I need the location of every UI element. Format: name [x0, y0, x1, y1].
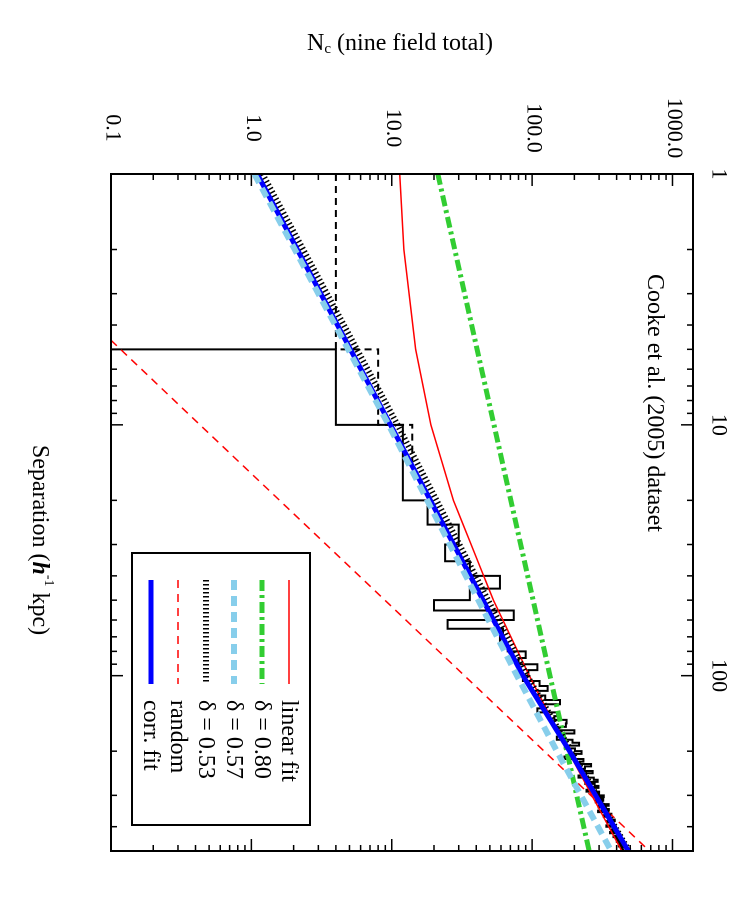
series-line--0-80 [435, 174, 592, 851]
series-line-random [111, 339, 650, 851]
series-line--0-57 [251, 174, 614, 851]
legend-label: δ = 0.80 [249, 700, 275, 779]
y-axis-title: Nc (nine field total) [307, 30, 493, 57]
legend-label: δ = 0.57 [221, 700, 247, 779]
plot-marks [111, 174, 650, 851]
legend-item: δ = 0.57 [221, 580, 247, 779]
legend-item: random [165, 580, 191, 774]
x-axis-title: Separation (h-1 kpc) [27, 445, 57, 635]
y-tick-label: 0.1 [102, 114, 127, 142]
x-axis-title-post: kpc) [27, 587, 53, 636]
x-tick-label: 10 [708, 414, 733, 436]
legend-box [131, 552, 311, 826]
x-axis-title-sup: -1 [42, 575, 57, 587]
legend-label: linear fit [276, 700, 302, 782]
x-tick-label: 100 [708, 659, 733, 692]
y-tick-label: 100.0 [523, 103, 548, 153]
legend-item: linear fit [276, 580, 302, 782]
axis-tick-labels: 1 10 100 0.1 1.0 10.0 100.0 1000.0 [102, 98, 733, 692]
x-axis-title-pre: Separation ( [27, 445, 53, 562]
x-tick-label: 1 [708, 169, 733, 180]
y-tick-label: 1.0 [242, 114, 267, 142]
plot-frame [110, 173, 694, 852]
y-axis-title-sub: c [324, 41, 331, 57]
y-axis-title-rest: (nine field total) [331, 30, 493, 56]
legend-item: corr. fit [138, 580, 164, 771]
legend-item: δ = 0.53 [193, 580, 219, 779]
legend-label: δ = 0.53 [193, 700, 219, 779]
y-axis-title-main: N [307, 30, 324, 56]
legend-label: corr. fit [138, 700, 164, 771]
y-tick-label: 10.0 [382, 109, 407, 148]
series-line-linear-fit [398, 174, 623, 851]
x-axis-title-h: h [27, 561, 53, 574]
legend-item: δ = 0.80 [249, 580, 275, 779]
dataset-annotation: Cooke et al. (2005) dataset [642, 274, 668, 532]
legend-label: random [165, 700, 191, 774]
y-tick-label: 1000.0 [663, 98, 688, 159]
series-line-corr-fit [254, 174, 631, 851]
